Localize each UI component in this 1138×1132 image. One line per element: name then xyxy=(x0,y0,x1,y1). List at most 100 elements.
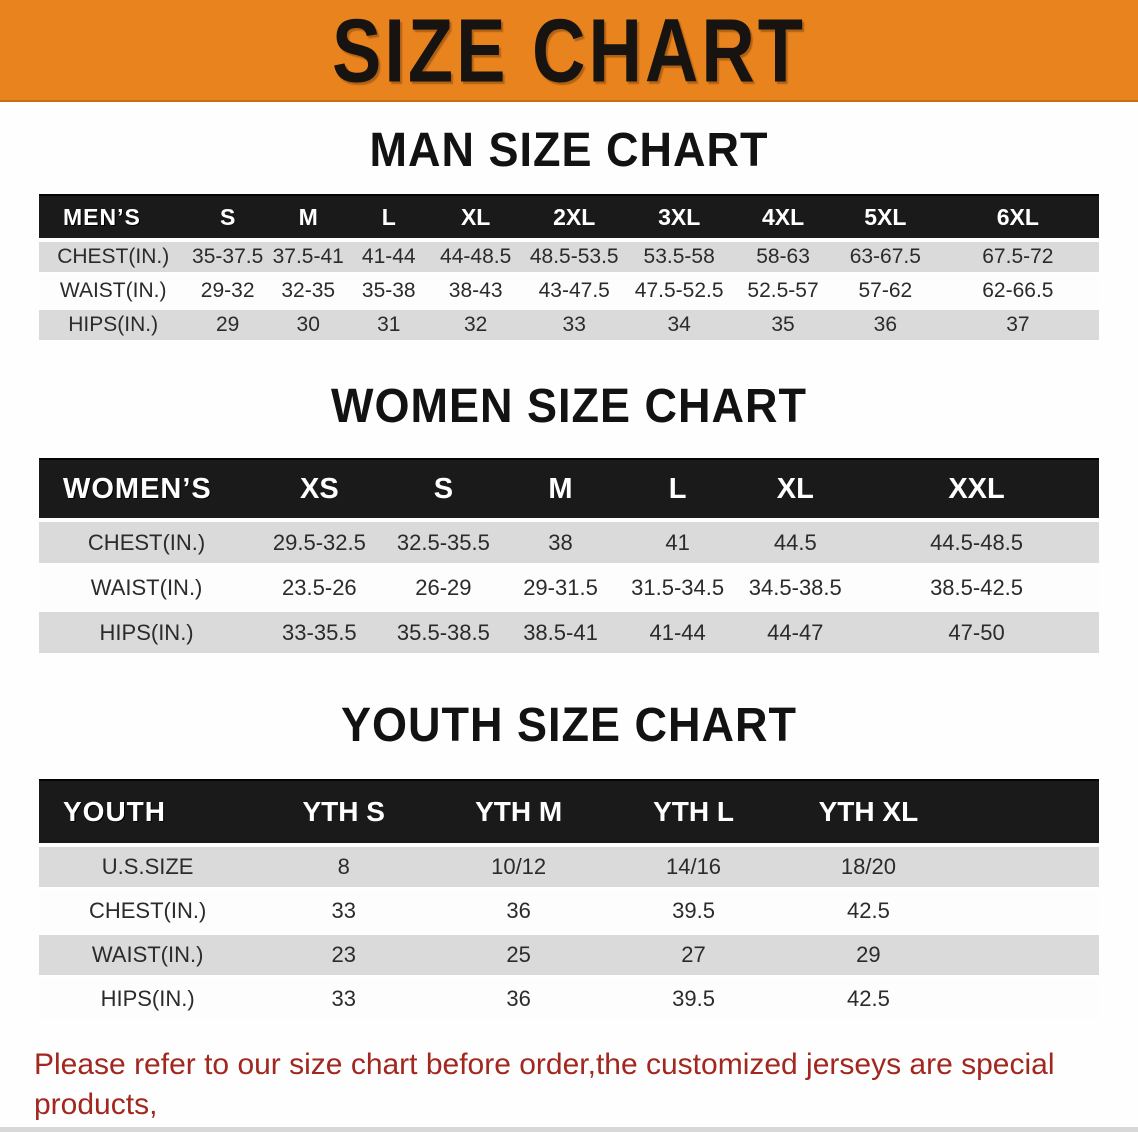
row-label: U.S.SIZE xyxy=(39,847,257,887)
table-cell: 41 xyxy=(618,522,737,563)
table-cell: 33 xyxy=(256,891,432,931)
table-cell: 57-62 xyxy=(833,276,937,306)
table-cell: 39.5 xyxy=(606,979,781,1019)
column-header: XS xyxy=(254,458,385,518)
table-cell: 37 xyxy=(936,310,1099,340)
table-cell: 38 xyxy=(502,522,619,563)
table-cell: 63-67.5 xyxy=(833,242,937,272)
table-cell: 42.5 xyxy=(780,891,956,931)
column-header: YTH XL xyxy=(780,779,956,843)
table-row: HIPS(IN.) 33 36 39.5 42.5 xyxy=(39,979,1099,1019)
table-cell: 18/20 xyxy=(780,847,956,887)
table-cell: 47-50 xyxy=(854,612,1099,653)
row-label: WAIST(IN.) xyxy=(39,935,257,975)
column-header: S xyxy=(384,458,503,518)
column-header: WOMEN’S xyxy=(39,458,255,518)
banner: SIZE CHART xyxy=(0,0,1138,102)
table-cell: 29-32 xyxy=(187,276,268,306)
column-header: YTH M xyxy=(431,779,607,843)
table-cell: 29.5-32.5 xyxy=(254,522,385,563)
table-cell: 42.5 xyxy=(780,979,956,1019)
column-header: L xyxy=(618,458,737,518)
table-row: WAIST(IN.) 23.5-26 26-29 29-31.5 31.5-34… xyxy=(39,567,1099,608)
table-cell: 35.5-38.5 xyxy=(384,612,503,653)
table-row: CHEST(IN.) 33 36 39.5 42.5 xyxy=(39,891,1099,931)
table-cell: 32-35 xyxy=(267,276,349,306)
table-cell: 36 xyxy=(431,979,607,1019)
spacer-cell xyxy=(955,847,1099,887)
table-cell: 62-66.5 xyxy=(936,276,1099,306)
table-cell: 27 xyxy=(606,935,781,975)
table-cell: 23 xyxy=(256,935,432,975)
banner-title: SIZE CHART xyxy=(332,0,806,101)
youth-size-table: YOUTH YTH S YTH M YTH L YTH XL U.S.SIZE … xyxy=(39,775,1099,1023)
row-label: WAIST(IN.) xyxy=(39,276,188,306)
table-cell: 31.5-34.5 xyxy=(618,567,737,608)
table-cell: 26-29 xyxy=(384,567,503,608)
table-cell: 14/16 xyxy=(606,847,781,887)
table-cell: 33 xyxy=(522,310,627,340)
column-header: 4XL xyxy=(732,194,834,238)
table-row: HIPS(IN.) 33-35.5 35.5-38.5 38.5-41 41-4… xyxy=(39,612,1099,653)
table-cell: 39.5 xyxy=(606,891,781,931)
column-header: XXL xyxy=(854,458,1099,518)
table-cell: 38.5-41 xyxy=(502,612,619,653)
row-label: HIPS(IN.) xyxy=(39,612,255,653)
table-cell: 25 xyxy=(431,935,607,975)
table-cell: 35 xyxy=(732,310,834,340)
disclaimer-line-1: Please refer to our size chart before or… xyxy=(34,1048,1055,1121)
youth-section-heading: YOUTH SIZE CHART xyxy=(340,696,797,752)
youth-header-row: YOUTH YTH S YTH M YTH L YTH XL xyxy=(39,779,1099,843)
women-section-heading: WOMEN SIZE CHART xyxy=(331,377,807,433)
bottom-divider xyxy=(0,1127,1138,1132)
table-row: CHEST(IN.) 29.5-32.5 32.5-35.5 38 41 44.… xyxy=(39,522,1099,563)
table-cell: 8 xyxy=(256,847,432,887)
table-cell: 44.5 xyxy=(736,522,855,563)
table-cell: 48.5-53.5 xyxy=(522,242,627,272)
table-cell: 30 xyxy=(267,310,349,340)
spacer-cell xyxy=(955,935,1099,975)
table-cell: 44.5-48.5 xyxy=(854,522,1099,563)
table-cell: 52.5-57 xyxy=(732,276,834,306)
column-header: XL xyxy=(736,458,855,518)
column-header: 3XL xyxy=(626,194,733,238)
table-row: U.S.SIZE 8 10/12 14/16 18/20 xyxy=(39,847,1099,887)
table-cell: 53.5-58 xyxy=(626,242,733,272)
women-size-table: WOMEN’S XS S M L XL XXL CHEST(IN.) 29.5-… xyxy=(39,454,1099,657)
men-section-heading: MAN SIZE CHART xyxy=(369,121,769,177)
table-row: WAIST(IN.) 23 25 27 29 xyxy=(39,935,1099,975)
men-header-row: MEN’S S M L XL 2XL 3XL 4XL 5XL 6XL xyxy=(39,194,1099,238)
table-cell: 67.5-72 xyxy=(936,242,1099,272)
column-header: YOUTH xyxy=(39,779,257,843)
table-cell: 38.5-42.5 xyxy=(854,567,1099,608)
column-header: M xyxy=(502,458,619,518)
table-cell: 29-31.5 xyxy=(502,567,619,608)
table-cell: 35-38 xyxy=(348,276,430,306)
table-cell: 44-47 xyxy=(736,612,855,653)
table-row: CHEST(IN.) 35-37.5 37.5-41 41-44 44-48.5… xyxy=(39,242,1099,272)
table-cell: 34.5-38.5 xyxy=(736,567,855,608)
table-cell: 44-48.5 xyxy=(429,242,523,272)
column-header: M xyxy=(267,194,349,238)
table-cell: 58-63 xyxy=(732,242,834,272)
table-cell: 32.5-35.5 xyxy=(384,522,503,563)
column-header: 2XL xyxy=(522,194,627,238)
table-cell: 34 xyxy=(626,310,733,340)
table-cell: 33 xyxy=(256,979,432,1019)
spacer-cell xyxy=(955,891,1099,931)
column-header: YTH S xyxy=(256,779,432,843)
table-cell: 38-43 xyxy=(429,276,523,306)
column-header: 5XL xyxy=(833,194,937,238)
table-cell: 31 xyxy=(348,310,430,340)
column-header: 6XL xyxy=(936,194,1099,238)
table-cell: 33-35.5 xyxy=(254,612,385,653)
table-cell: 29 xyxy=(187,310,268,340)
table-cell: 32 xyxy=(429,310,523,340)
table-cell: 23.5-26 xyxy=(254,567,385,608)
table-cell: 36 xyxy=(833,310,937,340)
spacer-cell xyxy=(955,779,1099,843)
table-cell: 10/12 xyxy=(431,847,607,887)
table-cell: 37.5-41 xyxy=(267,242,349,272)
column-header: S xyxy=(187,194,268,238)
